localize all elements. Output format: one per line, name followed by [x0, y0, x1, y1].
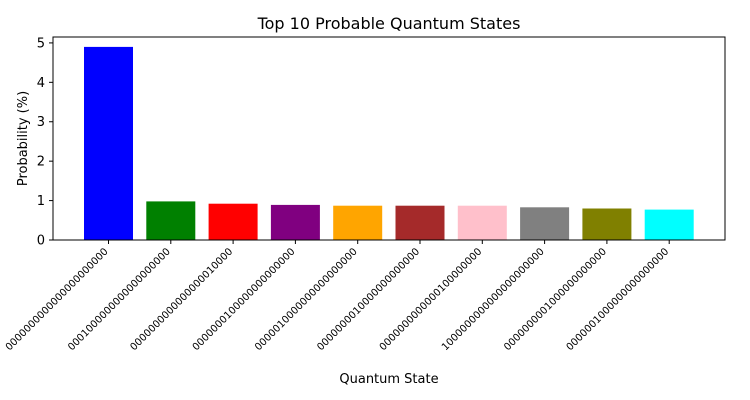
x-tick-label: 0000000000000000000000 — [4, 246, 111, 353]
y-axis: 0 1 2 3 4 5 — [37, 36, 53, 249]
x-axis: 0000000000000000000000000100000000000000… — [4, 240, 671, 353]
y-tick-label: 1 — [37, 194, 45, 209]
x-tick-label: 0000000000000100000000 — [378, 246, 485, 353]
bar-4 — [270, 204, 320, 240]
x-tick-label: 0000000001000000000000 — [502, 246, 609, 353]
y-tick-label: 3 — [37, 115, 45, 130]
y-tick-label: 2 — [37, 155, 45, 170]
bar-9 — [582, 208, 632, 240]
bar-10 — [644, 209, 694, 240]
bar-5 — [333, 205, 383, 240]
x-axis-label: Quantum State — [339, 372, 438, 387]
bar-7 — [457, 205, 507, 240]
x-tick-label: 0000001000000000000000 — [565, 246, 672, 353]
bar-2 — [146, 201, 196, 240]
bar-3 — [208, 203, 258, 240]
bar-8 — [520, 207, 570, 240]
bar-1 — [84, 46, 133, 241]
y-axis-label: Probability (%) — [16, 91, 31, 186]
chart-title: Top 10 Probable Quantum States — [257, 14, 521, 33]
x-tick-label: 0000000000000000010000 — [128, 246, 235, 353]
y-tick-label: 4 — [37, 76, 45, 91]
x-tick-label: 1000000000000000000000 — [440, 246, 547, 353]
x-tick-label: 0000000010000000000000 — [315, 246, 422, 353]
y-tick-label: 0 — [37, 234, 45, 249]
y-tick-label: 5 — [37, 36, 45, 51]
bars-group — [84, 46, 694, 241]
bar-6 — [395, 205, 445, 240]
x-tick-label: 0000010000000000000000 — [253, 246, 360, 353]
x-tick-label: 0001000000000000000000 — [66, 246, 173, 353]
x-tick-label: 0000000100000000000000 — [191, 246, 298, 353]
plot-frame — [52, 36, 726, 241]
